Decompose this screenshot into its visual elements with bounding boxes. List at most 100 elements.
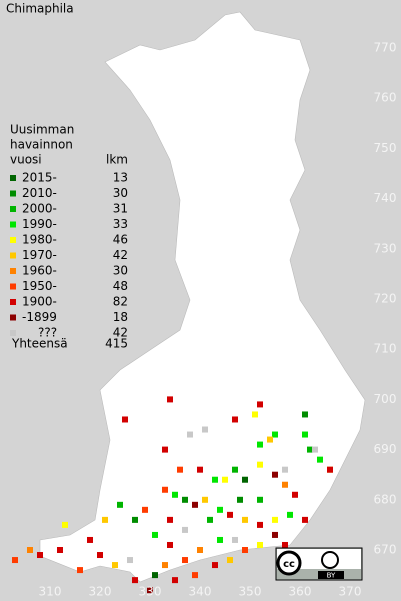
grid-square [87,536,93,543]
legend-count: 82 [113,295,128,309]
legend-swatch [10,175,16,181]
grid-square [272,516,278,523]
finland-outline [39,11,366,583]
grid-square [232,466,238,473]
grid-square [282,541,288,548]
legend-count: 33 [113,217,128,231]
grid-square [202,496,208,503]
grid-square [147,587,153,594]
legend-swatch [10,206,16,212]
grid-square [257,496,263,503]
grid-square [152,572,158,579]
grid-square [37,552,43,559]
grid-square [312,446,318,453]
legend-count: 48 [113,279,128,293]
grid-square [272,471,278,478]
x-tick-label: 340 [189,585,212,599]
grid-square [132,577,138,584]
y-tick-label: 690 [374,442,397,456]
grid-square [62,521,68,528]
legend-count: 42 [113,248,128,262]
x-tick-label: 320 [89,585,112,599]
grid-square [327,466,333,473]
legend: Uusimman havainnon vuosi lkm Yhteensä 41… [10,123,128,351]
legend-count: 42 [113,326,128,340]
grid-square [212,476,218,483]
grid-square [142,506,148,513]
legend-label: -1899 [22,310,57,324]
grid-square [202,426,208,433]
grid-square [182,496,188,503]
grid-square [27,547,33,553]
grid-square [257,461,263,468]
x-tick-label: 310 [39,585,62,599]
y-tick-label: 670 [374,543,397,557]
grid-square [212,562,218,569]
y-tick-label: 710 [374,342,397,356]
grid-square [182,557,188,564]
grid-square [167,541,173,548]
cc-badge: cc BY [275,547,363,581]
grid-square [257,521,263,528]
grid-square [237,496,243,503]
legend-swatch [10,221,16,228]
grid-square [182,526,188,533]
grid-square [232,416,238,423]
legend-count: 13 [113,171,128,185]
y-tick-label: 730 [374,241,397,255]
grid-square [217,506,223,513]
grid-square [282,481,288,488]
legend-header: havainnon [10,138,73,152]
grid-square [217,536,223,543]
by-text: BY [327,572,336,580]
legend-label: 2000- [22,202,57,216]
grid-square [282,466,288,473]
grid-square [77,567,83,574]
by-icon [321,551,339,569]
grid-square [167,396,173,403]
grid-square [242,476,248,483]
legend-count: 30 [113,264,128,278]
grid-square [12,557,18,564]
grid-square [257,401,263,408]
legend-swatch [10,283,16,290]
grid-square [152,531,158,538]
grid-square [232,536,238,543]
legend-swatch [10,237,16,243]
grid-square [307,446,313,453]
y-tick-label: 720 [374,292,397,306]
grid-square [177,466,183,473]
legend-swatch [10,252,16,259]
grid-square [162,446,168,453]
y-tick-label: 740 [374,191,397,205]
legend-count: 46 [113,233,128,247]
grid-square [227,511,233,518]
grid-square [97,552,103,559]
cc-text: cc [283,559,295,570]
grid-square [257,441,263,448]
legend-label: 1970- [22,248,57,262]
y-tick-label: 770 [374,41,397,55]
legend-label: 2015- [22,171,57,185]
grid-square [222,476,228,483]
grid-square [162,562,168,569]
grid-square [117,501,123,508]
squares [12,396,333,594]
legend-label: 1990- [22,217,57,231]
grid-square [302,431,308,438]
grid-square [272,431,278,438]
legend-swatch [10,299,16,305]
legend-swatch [10,190,16,197]
grid-square [252,411,258,418]
grid-square [112,562,118,569]
grid-square [57,547,63,553]
y-tick-label: 760 [374,91,397,105]
grid-square [242,547,248,553]
grid-square [102,516,108,523]
cc-icon [276,550,302,576]
grid-square [197,466,203,473]
legend-swatch [10,314,16,321]
grid-square [207,516,213,523]
x-tick-label: 350 [239,585,262,599]
